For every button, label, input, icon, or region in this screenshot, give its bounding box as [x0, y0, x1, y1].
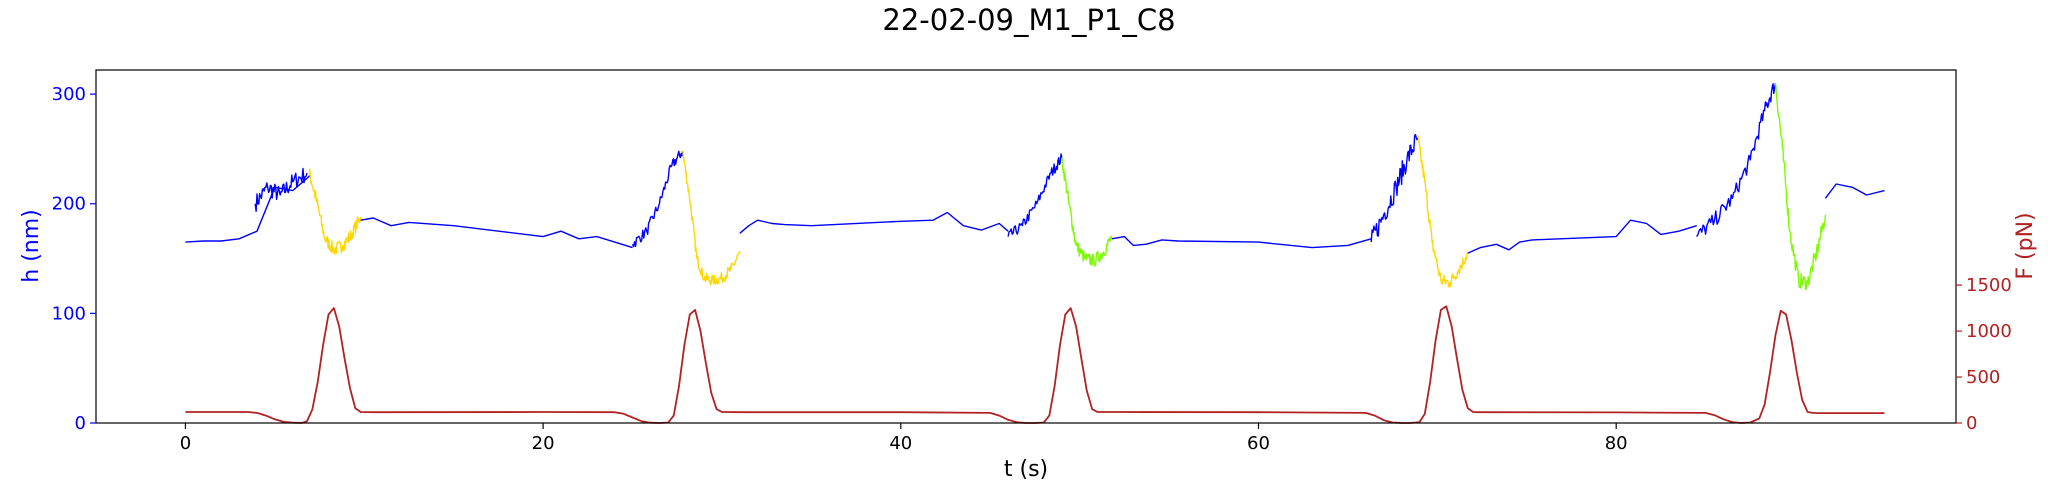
- height-series-line-5: [681, 150, 741, 286]
- x-tick-label: 0: [180, 433, 191, 454]
- height-series-line-10: [1370, 133, 1419, 243]
- y-right-tick-label: 1000: [1966, 321, 2012, 342]
- height-series-line-9: [1111, 235, 1372, 249]
- height-series-line-3: [360, 217, 633, 249]
- plot-lines: [185, 83, 1885, 424]
- height-series-line-15: [1824, 183, 1885, 199]
- x-tick-label: 40: [889, 433, 912, 454]
- x-axis: 0 20 40 60 80: [180, 423, 1628, 454]
- height-series-line-7: [1007, 153, 1063, 237]
- y-left-tick-label: 0: [75, 413, 86, 434]
- x-tick-label: 80: [1605, 433, 1628, 454]
- y-axis-right: 0 500 1000 1500: [1956, 275, 2012, 434]
- x-tick-label: 60: [1247, 433, 1270, 454]
- height-series-line-14: [1774, 83, 1827, 291]
- y-right-tick-label: 1500: [1966, 275, 2012, 296]
- y-left-tick-label: 200: [52, 194, 86, 215]
- height-series-line-2: [308, 168, 362, 255]
- y-axis-right-label: F (pN): [2013, 212, 2038, 279]
- height-series-line-11: [1417, 135, 1469, 288]
- x-tick-label: 20: [532, 433, 555, 454]
- y-left-tick-label: 100: [52, 303, 86, 324]
- height-series-line-12: [1467, 219, 1697, 254]
- y-left-tick-label: 300: [52, 84, 86, 105]
- height-series-line-4: [631, 150, 684, 248]
- height-series-line-13: [1696, 83, 1777, 237]
- height-series-line-1: [254, 167, 308, 212]
- force-series-line-16: [185, 305, 1885, 424]
- y-axis-left: 0 100 200 300: [52, 84, 96, 434]
- height-series-line-6: [739, 211, 1009, 234]
- height-series-line-0: [185, 174, 312, 243]
- y-right-tick-label: 0: [1966, 413, 1977, 434]
- chart-title: 22-02-09_M1_P1_C8: [882, 3, 1175, 37]
- height-series-line-8: [1061, 157, 1113, 267]
- y-right-tick-label: 500: [1966, 367, 2000, 388]
- y-axis-left-label: h (nm): [19, 209, 44, 282]
- x-axis-label: t (s): [1004, 457, 1048, 482]
- plot-frame: [95, 69, 1957, 424]
